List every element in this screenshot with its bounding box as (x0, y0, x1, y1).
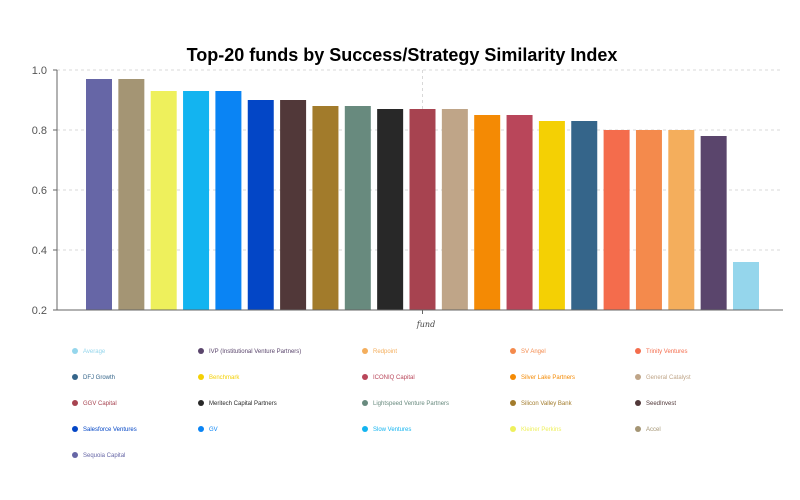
legend-item: Lightspeed Venture Partners (362, 400, 449, 407)
bar: SeedInvest: 0.9 (280, 100, 307, 310)
legend-item: SV Angel (510, 348, 546, 355)
legend-marker (635, 426, 641, 432)
x-axis-label: fund (416, 320, 435, 329)
legend-label: ICONIQ Capital (373, 375, 415, 381)
bar: Salesforce Ventures: 0.9 (247, 100, 274, 310)
legend-label: Silver Lake Partners (521, 375, 575, 381)
legend-item: Accel (635, 426, 661, 433)
legend-item: Silicon Valley Bank (510, 400, 573, 407)
y-tick-label: 0.6 (32, 185, 47, 197)
legend-item: GGV Capital (72, 400, 117, 407)
y-tick-label: 0.2 (32, 305, 47, 317)
legend-item: Trinity Ventures (635, 348, 687, 355)
legend-marker (635, 400, 641, 406)
legend-item: IVP (Institutional Venture Partners) (198, 348, 301, 355)
legend-label: Salesforce Ventures (83, 427, 137, 433)
legend-label: GGV Capital (83, 401, 117, 407)
bar: GV: 0.93 (215, 91, 242, 310)
legend-label: General Catalyst (646, 375, 691, 381)
y-tick-label: 1.0 (32, 65, 47, 77)
legend-label: Accel (646, 427, 661, 433)
legend-marker (362, 348, 368, 354)
legend-marker (198, 426, 204, 432)
legend-marker (198, 400, 204, 406)
legend-item: Average (72, 348, 106, 355)
bar: Average: 0.36 (733, 262, 759, 310)
bar: SV Angel: 0.8 (635, 130, 662, 310)
legend-marker (362, 400, 368, 406)
bar: Silicon Valley Bank: 0.88 (312, 106, 339, 310)
bars: Sequoia Capital: 0.97Accel: 0.97Kleiner … (86, 79, 759, 310)
legend-marker (198, 348, 204, 354)
bar: Trinity Ventures: 0.8 (603, 130, 630, 310)
legend-marker (72, 400, 78, 406)
legend-marker (72, 374, 78, 380)
legend-marker (510, 400, 516, 406)
bar: Sequoia Capital: 0.97 (86, 79, 112, 310)
y-tick-label: 0.8 (32, 125, 47, 137)
legend-marker (510, 348, 516, 354)
legend-item: Slow Ventures (362, 426, 411, 433)
bar: Benchmark: 0.83 (538, 121, 565, 310)
bar: DFJ Growth: 0.83 (571, 121, 598, 310)
legend-item: Salesforce Ventures (72, 426, 137, 433)
legend-label: IVP (Institutional Venture Partners) (209, 349, 301, 355)
legend-label: Lightspeed Venture Partners (373, 401, 449, 407)
legend-label: Benchmark (209, 375, 240, 381)
legend-label: Sequoia Capital (83, 453, 125, 459)
legend-label: SV Angel (521, 349, 546, 355)
legend-label: Average (83, 349, 106, 355)
legend-label: Kleiner Perkins (521, 427, 561, 433)
legend-marker (72, 348, 78, 354)
legend-marker (635, 374, 641, 380)
legend-label: Meritech Capital Partners (209, 401, 277, 407)
bar: Silver Lake Partners: 0.85 (474, 115, 501, 310)
bar: Accel: 0.97 (118, 79, 145, 310)
legend-item: Meritech Capital Partners (198, 400, 277, 407)
legend-item: GV (198, 426, 218, 433)
legend-item: Sequoia Capital (72, 452, 125, 459)
legend-item: Kleiner Perkins (510, 426, 561, 433)
legend: Average IVP (Institutional Venture Partne… (72, 348, 691, 459)
bar: Meritech Capital Partners: 0.87 (377, 109, 404, 310)
legend-item: General Catalyst (635, 374, 691, 381)
bar: General Catalyst: 0.87 (441, 109, 468, 310)
legend-marker (510, 426, 516, 432)
legend-label: Redpoint (373, 349, 397, 355)
legend-label: GV (209, 427, 218, 433)
legend-label: SeedInvest (646, 401, 676, 407)
legend-marker (362, 426, 368, 432)
bar: ICONIQ Capital: 0.85 (506, 115, 533, 310)
legend-item: Redpoint (362, 348, 397, 355)
legend-item: SeedInvest (635, 400, 676, 407)
legend-label: Trinity Ventures (646, 349, 687, 355)
legend-marker (72, 452, 78, 458)
legend-marker (198, 374, 204, 380)
legend-item: Benchmark (198, 374, 240, 381)
x-axis (57, 309, 783, 314)
bar: IVP (Institutional Venture Partners): 0.… (700, 136, 727, 310)
chart-title: Top-20 funds by Success/Strategy Similar… (187, 45, 618, 65)
legend-marker (635, 348, 641, 354)
y-tick-label: 0.4 (32, 245, 47, 257)
bar: Lightspeed Venture Partners: 0.88 (344, 106, 371, 310)
legend-marker (510, 374, 516, 380)
bar: Slow Ventures: 0.93 (183, 91, 210, 310)
legend-label: Silicon Valley Bank (521, 401, 573, 407)
legend-item: DFJ Growth (72, 374, 115, 381)
legend-marker (72, 426, 78, 432)
bar: GGV Capital: 0.87 (409, 109, 436, 310)
bar: Redpoint: 0.8 (668, 130, 695, 310)
legend-label: DFJ Growth (83, 375, 115, 381)
legend-item: Silver Lake Partners (510, 374, 575, 381)
y-axis: 0.2 0.4 0.6 0.8 1.0 (32, 65, 58, 317)
legend-marker (362, 374, 368, 380)
legend-item: ICONIQ Capital (362, 374, 415, 381)
bar: Kleiner Perkins: 0.93 (150, 91, 177, 310)
legend-label: Slow Ventures (373, 427, 411, 433)
